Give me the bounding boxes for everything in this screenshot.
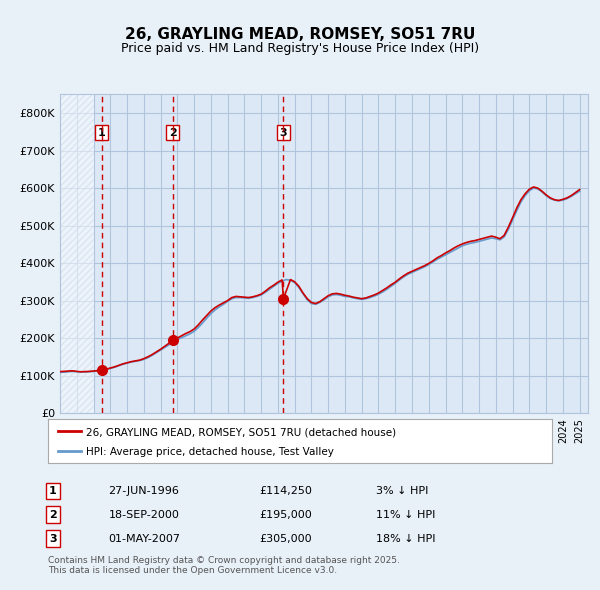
Text: 2: 2 [169, 127, 176, 137]
Text: 3% ↓ HPI: 3% ↓ HPI [376, 486, 428, 496]
Text: 3: 3 [280, 127, 287, 137]
Text: 2: 2 [49, 510, 57, 520]
Text: £195,000: £195,000 [260, 510, 313, 520]
Text: HPI: Average price, detached house, Test Valley: HPI: Average price, detached house, Test… [86, 447, 334, 457]
Text: 1: 1 [98, 127, 106, 137]
Text: 11% ↓ HPI: 11% ↓ HPI [376, 510, 435, 520]
Text: 01-MAY-2007: 01-MAY-2007 [109, 533, 181, 543]
Text: 26, GRAYLING MEAD, ROMSEY, SO51 7RU: 26, GRAYLING MEAD, ROMSEY, SO51 7RU [125, 27, 475, 41]
Text: 3: 3 [49, 533, 57, 543]
Text: 1: 1 [49, 486, 57, 496]
Text: £114,250: £114,250 [260, 486, 313, 496]
Text: 26, GRAYLING MEAD, ROMSEY, SO51 7RU (detached house): 26, GRAYLING MEAD, ROMSEY, SO51 7RU (det… [86, 427, 396, 437]
Text: £305,000: £305,000 [260, 533, 313, 543]
Text: 27-JUN-1996: 27-JUN-1996 [109, 486, 179, 496]
Text: 18% ↓ HPI: 18% ↓ HPI [376, 533, 435, 543]
Text: Price paid vs. HM Land Registry's House Price Index (HPI): Price paid vs. HM Land Registry's House … [121, 42, 479, 55]
Text: 18-SEP-2000: 18-SEP-2000 [109, 510, 179, 520]
Text: Contains HM Land Registry data © Crown copyright and database right 2025.
This d: Contains HM Land Registry data © Crown c… [48, 556, 400, 575]
